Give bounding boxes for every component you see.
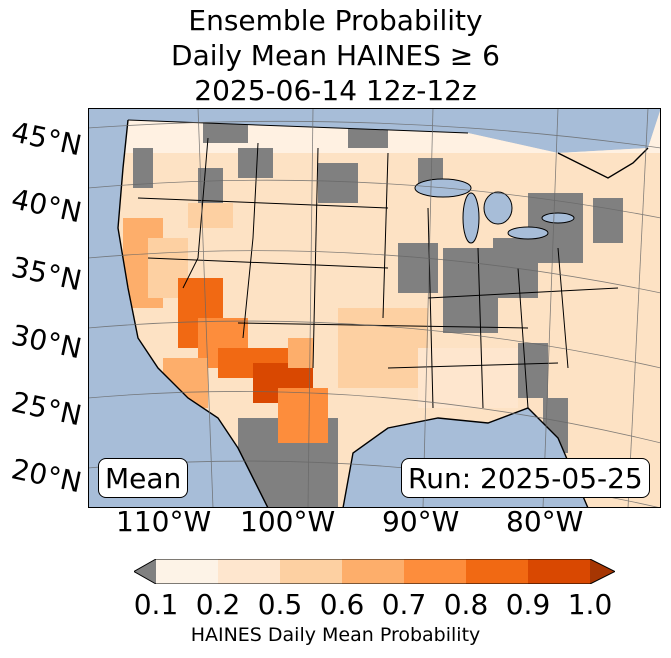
lat-label-40: 40°N bbox=[8, 182, 85, 230]
lat-label-35: 35°N bbox=[8, 250, 85, 298]
title-line-2: Daily Mean HAINES ≥ 6 bbox=[171, 39, 500, 72]
colorbar-tick-7: 1.0 bbox=[567, 588, 613, 621]
probability-map bbox=[88, 108, 661, 508]
lat-label-45: 45°N bbox=[8, 115, 85, 163]
title-line-1: Ensemble Probability bbox=[188, 4, 483, 37]
mean-box: Mean bbox=[98, 458, 189, 498]
colorbar-tick-5: 0.8 bbox=[443, 588, 489, 621]
colorbar-over-arrow bbox=[590, 559, 615, 584]
state-borders bbox=[127, 119, 619, 409]
probability-regions bbox=[123, 203, 518, 443]
colorbar-tick-3: 0.6 bbox=[319, 588, 365, 621]
colorbar-segment-6 bbox=[466, 559, 528, 584]
lon-label-80: 80°W bbox=[506, 505, 584, 538]
colorbar bbox=[134, 559, 615, 584]
lat-label-30: 30°N bbox=[8, 318, 85, 366]
colorbar-segment-7 bbox=[528, 559, 590, 584]
colorbar-segment-4 bbox=[342, 559, 404, 584]
colorbar-tick-0: 0.1 bbox=[133, 588, 179, 621]
lat-label-25: 25°N bbox=[8, 385, 85, 433]
coastline bbox=[117, 119, 649, 508]
colorbar-segment-2 bbox=[218, 559, 280, 584]
colorbar-tick-4: 0.7 bbox=[381, 588, 427, 621]
colorbar-under-arrow bbox=[134, 559, 156, 584]
title-line-3: 2025-06-14 12z-12z bbox=[194, 74, 477, 107]
colorbar-segment-3 bbox=[280, 559, 342, 584]
lon-label-90: 90°W bbox=[382, 505, 460, 538]
run-date-box: Run: 2025-05-25 bbox=[401, 458, 650, 498]
lat-label-20: 20°N bbox=[8, 452, 85, 500]
lon-label-110: 110°W bbox=[116, 505, 212, 538]
colorbar-tick-6: 0.9 bbox=[505, 588, 551, 621]
lon-label-100: 100°W bbox=[240, 505, 336, 538]
colorbar-segment-5 bbox=[404, 559, 466, 584]
colorbar-tick-2: 0.5 bbox=[257, 588, 303, 621]
colorbar-label: HAINES Daily Mean Probability bbox=[190, 624, 481, 646]
colorbar-tick-1: 0.2 bbox=[195, 588, 241, 621]
colorbar-segment-1 bbox=[156, 559, 218, 584]
graticule bbox=[88, 108, 661, 508]
